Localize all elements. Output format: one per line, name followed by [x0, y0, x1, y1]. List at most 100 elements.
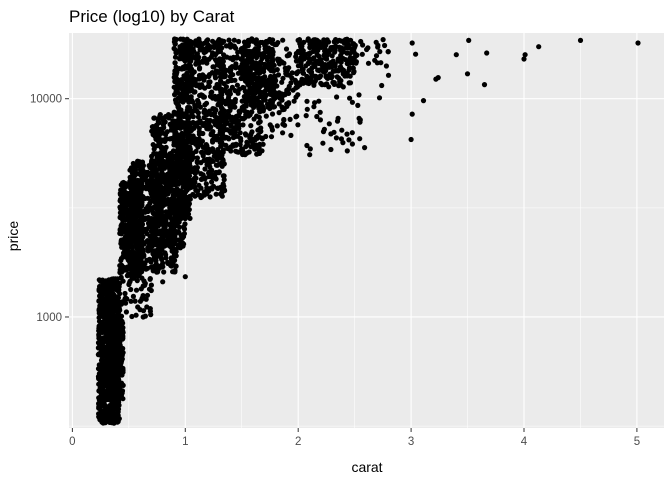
data-point	[220, 181, 226, 187]
data-point	[307, 152, 313, 158]
data-point	[206, 108, 212, 114]
data-point	[187, 193, 193, 199]
data-point	[195, 99, 201, 105]
data-point	[171, 216, 177, 222]
data-point	[342, 57, 349, 63]
data-point	[232, 104, 238, 110]
data-point	[172, 119, 178, 125]
data-point	[98, 416, 104, 422]
data-point	[268, 83, 274, 89]
data-point	[172, 92, 178, 98]
data-point	[246, 90, 252, 96]
data-point	[349, 99, 355, 105]
data-point	[259, 135, 265, 141]
data-point	[261, 54, 267, 60]
x-tick-label: 2	[295, 436, 301, 448]
data-point	[303, 76, 309, 83]
data-point	[227, 103, 233, 109]
data-point	[103, 348, 110, 354]
data-point	[149, 153, 155, 159]
y-tick-label: 10000	[30, 94, 62, 106]
data-point	[189, 47, 195, 53]
data-point	[163, 144, 169, 150]
data-point	[306, 55, 312, 62]
data-point	[223, 43, 230, 49]
data-point	[267, 88, 273, 94]
x-tick-label: 4	[521, 436, 528, 448]
data-point	[133, 229, 139, 235]
data-point	[158, 203, 164, 209]
data-point	[344, 148, 350, 154]
data-point	[635, 40, 641, 46]
data-point	[322, 55, 328, 61]
data-point	[258, 65, 264, 71]
data-point	[372, 57, 378, 63]
data-point	[158, 150, 164, 156]
data-point	[212, 136, 218, 142]
data-point	[97, 403, 103, 409]
data-point	[97, 366, 103, 372]
x-axis-ticks: 0 1 2 3 4 5	[69, 428, 640, 448]
data-point	[185, 104, 191, 111]
data-point	[203, 149, 209, 155]
data-point	[227, 107, 233, 113]
data-point	[218, 79, 224, 85]
data-point	[111, 323, 118, 329]
data-point	[435, 75, 441, 81]
data-point	[128, 286, 134, 293]
data-point	[104, 313, 110, 319]
data-point	[206, 56, 212, 62]
data-point	[228, 77, 234, 84]
data-point	[243, 95, 249, 101]
data-point	[128, 204, 134, 210]
data-point	[190, 150, 196, 156]
data-point	[108, 286, 114, 292]
data-point	[227, 128, 233, 134]
data-point	[119, 352, 125, 358]
data-point	[286, 83, 292, 89]
data-point	[172, 191, 178, 197]
data-point	[112, 368, 118, 374]
data-point	[158, 145, 164, 151]
data-point	[118, 313, 125, 319]
data-point	[379, 82, 385, 89]
data-point	[251, 104, 257, 110]
data-point	[362, 145, 368, 151]
data-point	[408, 136, 414, 143]
data-point	[375, 44, 381, 50]
data-point	[114, 419, 120, 425]
data-point	[159, 234, 165, 240]
data-point	[159, 159, 165, 165]
data-point	[333, 135, 339, 141]
data-point	[166, 212, 172, 218]
data-point	[253, 40, 259, 46]
data-point	[212, 93, 218, 99]
x-tick-label: 1	[182, 436, 188, 448]
data-point	[201, 157, 207, 163]
data-point	[243, 132, 249, 138]
data-point	[182, 202, 188, 208]
data-point	[150, 196, 156, 202]
data-point	[301, 56, 307, 62]
data-point	[346, 80, 352, 86]
data-point	[165, 260, 171, 266]
data-point	[334, 74, 340, 80]
data-point	[249, 109, 255, 115]
data-point	[122, 222, 128, 228]
data-point	[315, 67, 321, 73]
data-point	[336, 83, 342, 89]
data-point	[165, 180, 172, 186]
data-point	[144, 238, 151, 244]
data-point	[222, 72, 228, 78]
data-point	[227, 74, 233, 80]
data-point	[134, 202, 140, 209]
data-point	[311, 37, 317, 43]
data-point	[114, 300, 120, 306]
data-point	[98, 323, 104, 329]
data-point	[293, 114, 299, 120]
data-point	[111, 372, 117, 378]
data-point	[338, 45, 344, 51]
data-point	[132, 255, 138, 261]
data-point	[217, 138, 223, 144]
data-point	[420, 98, 427, 104]
